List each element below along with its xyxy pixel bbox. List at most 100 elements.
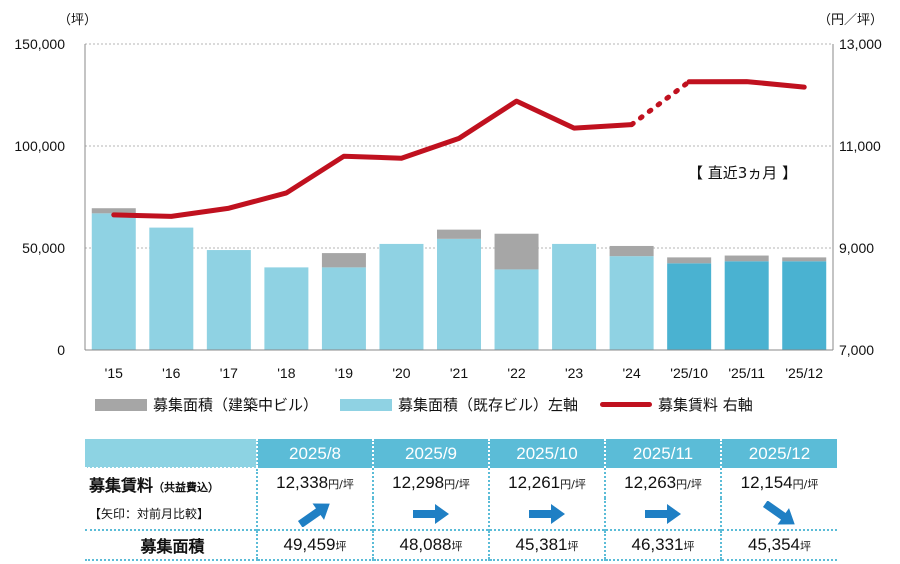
arrow-up-right-icon (297, 503, 330, 527)
legend-label-existing: 募集面積（既存ビル）左軸 (398, 396, 579, 414)
rent-line (111, 79, 807, 219)
legend-label-construction: 募集面積（建築中ビル） (153, 396, 319, 414)
rent-unit: 円/坪 (444, 478, 470, 491)
arrow-cell (604, 498, 721, 530)
recent-3-months-annotation: 【 直近3ヵ月 】 (688, 164, 797, 182)
legend-swatch-construction (95, 398, 147, 411)
area-value-cell: 48,088坪 (372, 529, 489, 561)
legend: 募集面積（建築中ビル） 募集面積（既存ビル）左軸 募集賃料 右軸 (95, 394, 775, 415)
arrow-cell (372, 498, 489, 530)
chart: 0 50,000 100,000 150,000 7,000 9,000 11,000 13,… (14, 13, 883, 381)
arrow-right-icon (529, 503, 565, 524)
rent-value-cell: 12,261円/坪 (488, 468, 605, 498)
table-month: 2025/12 (720, 439, 837, 468)
bar-existing (437, 238, 481, 350)
area-value-cell: 46,331坪 (604, 529, 721, 561)
bar-existing (149, 227, 194, 350)
area-value: 48,088 (399, 535, 452, 554)
bar-existing (321, 267, 366, 350)
area-value-cell: 45,381坪 (488, 529, 605, 561)
right-axis-unit: （円／坪） (818, 13, 883, 28)
arrow-right-icon (413, 503, 449, 524)
area-value-cell: 49,459坪 (256, 529, 373, 561)
legend-swatch-existing (340, 398, 393, 411)
trend-arrow-icon (762, 500, 795, 524)
rent-value-cell: 12,154円/坪 (720, 468, 837, 498)
area-value-cell: 45,354坪 (720, 529, 837, 561)
left-axis-tick-label: 0 (57, 342, 65, 358)
area-unit: 坪 (567, 540, 579, 553)
right-axis-tick-label: 9,000 (839, 240, 874, 256)
table-month: 2025/9 (372, 439, 489, 468)
area-unit: 坪 (451, 540, 463, 553)
rent-value: 12,154 (740, 473, 793, 492)
rent-label: 募集賃料 (89, 475, 154, 495)
arrow-down-right-icon (762, 500, 795, 524)
bar-existing (609, 256, 654, 350)
bar-existing (552, 243, 597, 350)
bar-existing (206, 250, 251, 350)
x-axis-tick-label: '21 (450, 365, 468, 381)
area-value: 49,459 (283, 535, 336, 554)
rent-value-cell: 12,263円/坪 (604, 468, 721, 498)
left-axis-tick-label: 50,000 (22, 240, 65, 256)
area-row-label: 募集面積 (85, 529, 257, 561)
arrow-cell (720, 498, 837, 530)
x-axis-tick-label: '16 (162, 365, 180, 381)
right-axis-tick-label: 13,000 (839, 36, 882, 52)
x-axis-tick-label: '19 (335, 365, 353, 381)
rent-sublabel: （共益費込） (153, 480, 220, 494)
arrow-cell (256, 498, 373, 530)
area-unit: 坪 (800, 540, 811, 553)
x-axis-tick-label: '20 (392, 365, 410, 381)
rent-value: 12,261 (508, 473, 561, 492)
bar-construction (724, 255, 769, 262)
right-axis-tick-label: 11,000 (839, 138, 881, 154)
bars (91, 208, 827, 350)
x-axis-tick-label: '25/10 (670, 365, 708, 381)
rent-line-recent (686, 79, 807, 90)
left-axis-tick-label: 150,000 (14, 36, 65, 52)
legend-label-rent: 募集賃料 右軸 (658, 396, 753, 414)
rent-line-annual (111, 98, 635, 219)
arrow-cell (488, 498, 605, 530)
bar-construction (437, 229, 481, 239)
summary-table: 2025/8 2025/9 2025/10 2025/11 2025/12 募集… (85, 439, 837, 561)
rent-value-cell: 12,298円/坪 (372, 468, 489, 498)
right-axis-tick-label: 7,000 (839, 342, 874, 358)
table-row-arrows: 【矢印：対前月比較】 (85, 498, 837, 530)
table-corner (85, 439, 257, 469)
bar-construction (782, 257, 827, 262)
bar-existing (724, 261, 769, 350)
legend-item-construction: 募集面積（建築中ビル） (95, 394, 318, 415)
bar-construction (321, 253, 366, 268)
rent-unit: 円/坪 (792, 478, 819, 491)
bar-existing (91, 213, 136, 350)
rent-row-label: 募集賃料（共益費込） (85, 468, 257, 498)
legend-swatch-rent (600, 402, 653, 407)
left-axis-unit: （坪） (58, 13, 97, 28)
bar-construction (494, 233, 539, 270)
trend-arrow-icon (645, 503, 681, 524)
x-axis-tick-label: '25/12 (785, 365, 823, 381)
x-axis-tick-label: '18 (277, 365, 295, 381)
bar-existing (782, 261, 827, 350)
area-value: 45,381 (515, 535, 568, 554)
x-axis-tick-label: '17 (220, 365, 238, 381)
area-value: 45,354 (748, 535, 800, 554)
rent-line-gap (629, 79, 692, 128)
gridlines (85, 43, 833, 249)
axes: 0 50,000 100,000 150,000 7,000 9,000 11,000 13,… (14, 36, 882, 381)
rent-value: 12,298 (392, 473, 445, 492)
bar-existing (667, 263, 712, 350)
rent-unit: 円/坪 (676, 478, 702, 491)
rent-unit: 円/坪 (560, 478, 586, 491)
bar-existing (494, 269, 539, 350)
table-month: 2025/8 (256, 439, 373, 468)
rent-value: 12,338 (276, 473, 329, 492)
area-unit: 坪 (335, 540, 347, 553)
bar-existing (264, 267, 309, 350)
bar-existing (379, 243, 424, 350)
table-month: 2025/11 (604, 439, 721, 468)
trend-arrow-icon (529, 503, 565, 524)
